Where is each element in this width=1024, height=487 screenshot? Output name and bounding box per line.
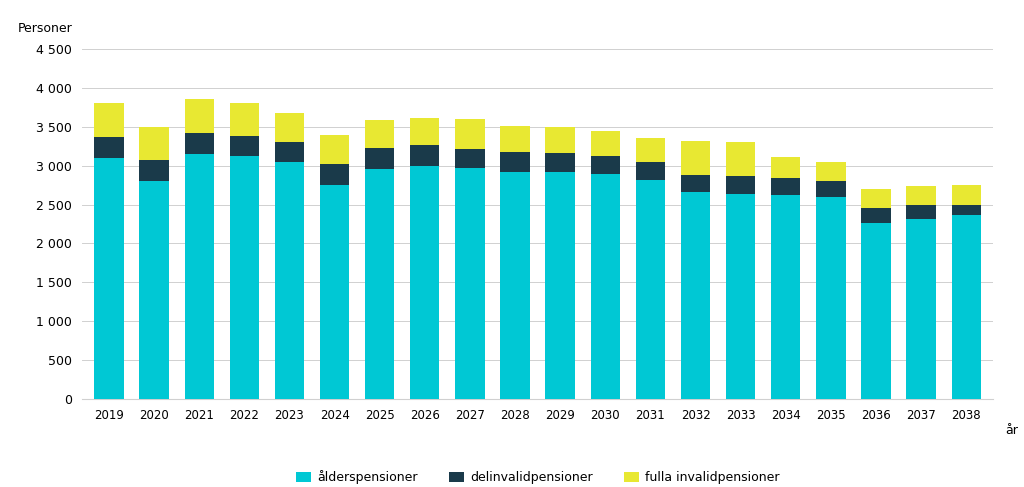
- Bar: [94, 103, 124, 137]
- Bar: [816, 162, 846, 181]
- Bar: [501, 151, 529, 172]
- Bar: [591, 131, 620, 156]
- Bar: [906, 186, 936, 205]
- Bar: [726, 194, 756, 399]
- Bar: [726, 142, 756, 176]
- Bar: [591, 174, 620, 399]
- Bar: [906, 205, 936, 219]
- Bar: [139, 127, 169, 160]
- Bar: [636, 163, 665, 180]
- Legend: ålderspensioner, delinvalidpensioner, fulla invalidpensioner: ålderspensioner, delinvalidpensioner, fu…: [291, 465, 784, 487]
- Bar: [184, 154, 214, 399]
- Bar: [951, 215, 981, 399]
- Bar: [726, 176, 756, 194]
- Bar: [456, 119, 484, 149]
- Bar: [139, 160, 169, 181]
- Bar: [771, 178, 801, 195]
- Bar: [274, 142, 304, 162]
- Bar: [319, 185, 349, 399]
- Bar: [951, 205, 981, 215]
- Bar: [94, 158, 124, 399]
- Bar: [636, 180, 665, 399]
- Bar: [365, 149, 394, 169]
- Bar: [771, 195, 801, 399]
- Bar: [456, 168, 484, 399]
- Bar: [229, 103, 259, 136]
- Bar: [456, 149, 484, 168]
- Bar: [274, 162, 304, 399]
- Bar: [546, 127, 574, 153]
- Bar: [681, 175, 711, 192]
- Bar: [591, 156, 620, 174]
- Bar: [501, 172, 529, 399]
- Bar: [906, 219, 936, 399]
- Bar: [546, 153, 574, 172]
- Bar: [816, 181, 846, 197]
- Bar: [681, 141, 711, 175]
- Bar: [411, 118, 439, 145]
- Bar: [546, 172, 574, 399]
- Bar: [94, 137, 124, 158]
- Bar: [861, 223, 891, 399]
- Bar: [229, 136, 259, 156]
- Bar: [319, 164, 349, 185]
- Bar: [501, 126, 529, 151]
- Bar: [411, 145, 439, 166]
- Bar: [411, 166, 439, 399]
- Bar: [184, 99, 214, 133]
- Bar: [139, 181, 169, 399]
- Bar: [319, 135, 349, 164]
- Bar: [365, 169, 394, 399]
- Bar: [951, 186, 981, 205]
- Bar: [274, 113, 304, 142]
- Bar: [861, 188, 891, 207]
- Text: Personer: Personer: [18, 22, 73, 35]
- X-axis label: år: år: [1006, 424, 1018, 437]
- Bar: [184, 133, 214, 154]
- Bar: [636, 138, 665, 163]
- Bar: [861, 207, 891, 223]
- Bar: [681, 192, 711, 399]
- Bar: [771, 157, 801, 178]
- Bar: [229, 156, 259, 399]
- Bar: [365, 120, 394, 149]
- Bar: [816, 197, 846, 399]
